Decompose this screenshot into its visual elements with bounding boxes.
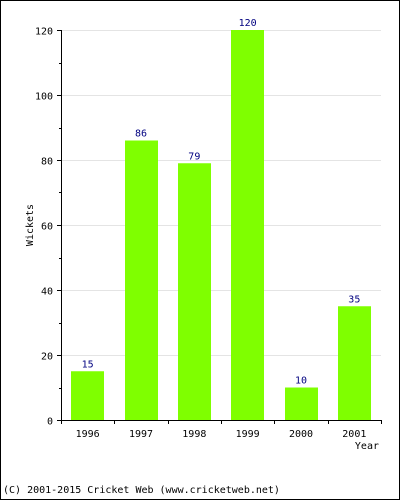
y-tick-label: 0 bbox=[47, 417, 53, 428]
x-tick-label-1999: 1999 bbox=[236, 429, 260, 440]
bar-1998 bbox=[178, 163, 211, 420]
y-tick-label: 100 bbox=[35, 92, 53, 103]
copyright-text: (C) 2001-2015 Cricket Web (www.cricketwe… bbox=[3, 485, 280, 496]
bars bbox=[71, 30, 371, 420]
gridlines bbox=[61, 30, 381, 356]
bar-1997 bbox=[125, 140, 158, 420]
x-tick-label-2000: 2000 bbox=[289, 429, 313, 440]
x-tick-label-1998: 1998 bbox=[182, 429, 206, 440]
y-tick-label: 40 bbox=[41, 287, 53, 298]
bar-2001 bbox=[338, 306, 371, 420]
y-tick-label: 20 bbox=[41, 352, 53, 363]
data-label-1999: 120 bbox=[239, 18, 257, 29]
y-tick-label: 80 bbox=[41, 157, 53, 168]
y-tick-label: 60 bbox=[41, 222, 53, 233]
bar-1999 bbox=[231, 30, 264, 420]
x-tick-label-1997: 1997 bbox=[129, 429, 153, 440]
labels: 0 20 40 60 80 100 120 15 1996 86 1997 79 1998 120 1999… bbox=[35, 18, 366, 440]
data-label-2000: 10 bbox=[295, 376, 307, 387]
data-label-1997: 86 bbox=[135, 129, 147, 140]
data-label-2001: 35 bbox=[348, 294, 360, 305]
x-axis-label: Year bbox=[355, 441, 379, 452]
bar-1996 bbox=[71, 371, 104, 420]
x-tick-label-1996: 1996 bbox=[76, 429, 100, 440]
data-label-1996: 15 bbox=[82, 359, 94, 370]
axes bbox=[57, 30, 382, 424]
y-axis-label: Wickets bbox=[25, 204, 36, 246]
x-tick-label-2001: 2001 bbox=[342, 429, 366, 440]
y-tick-label: 120 bbox=[35, 27, 53, 38]
data-label-1998: 79 bbox=[188, 151, 200, 162]
bar-2000 bbox=[285, 387, 318, 420]
